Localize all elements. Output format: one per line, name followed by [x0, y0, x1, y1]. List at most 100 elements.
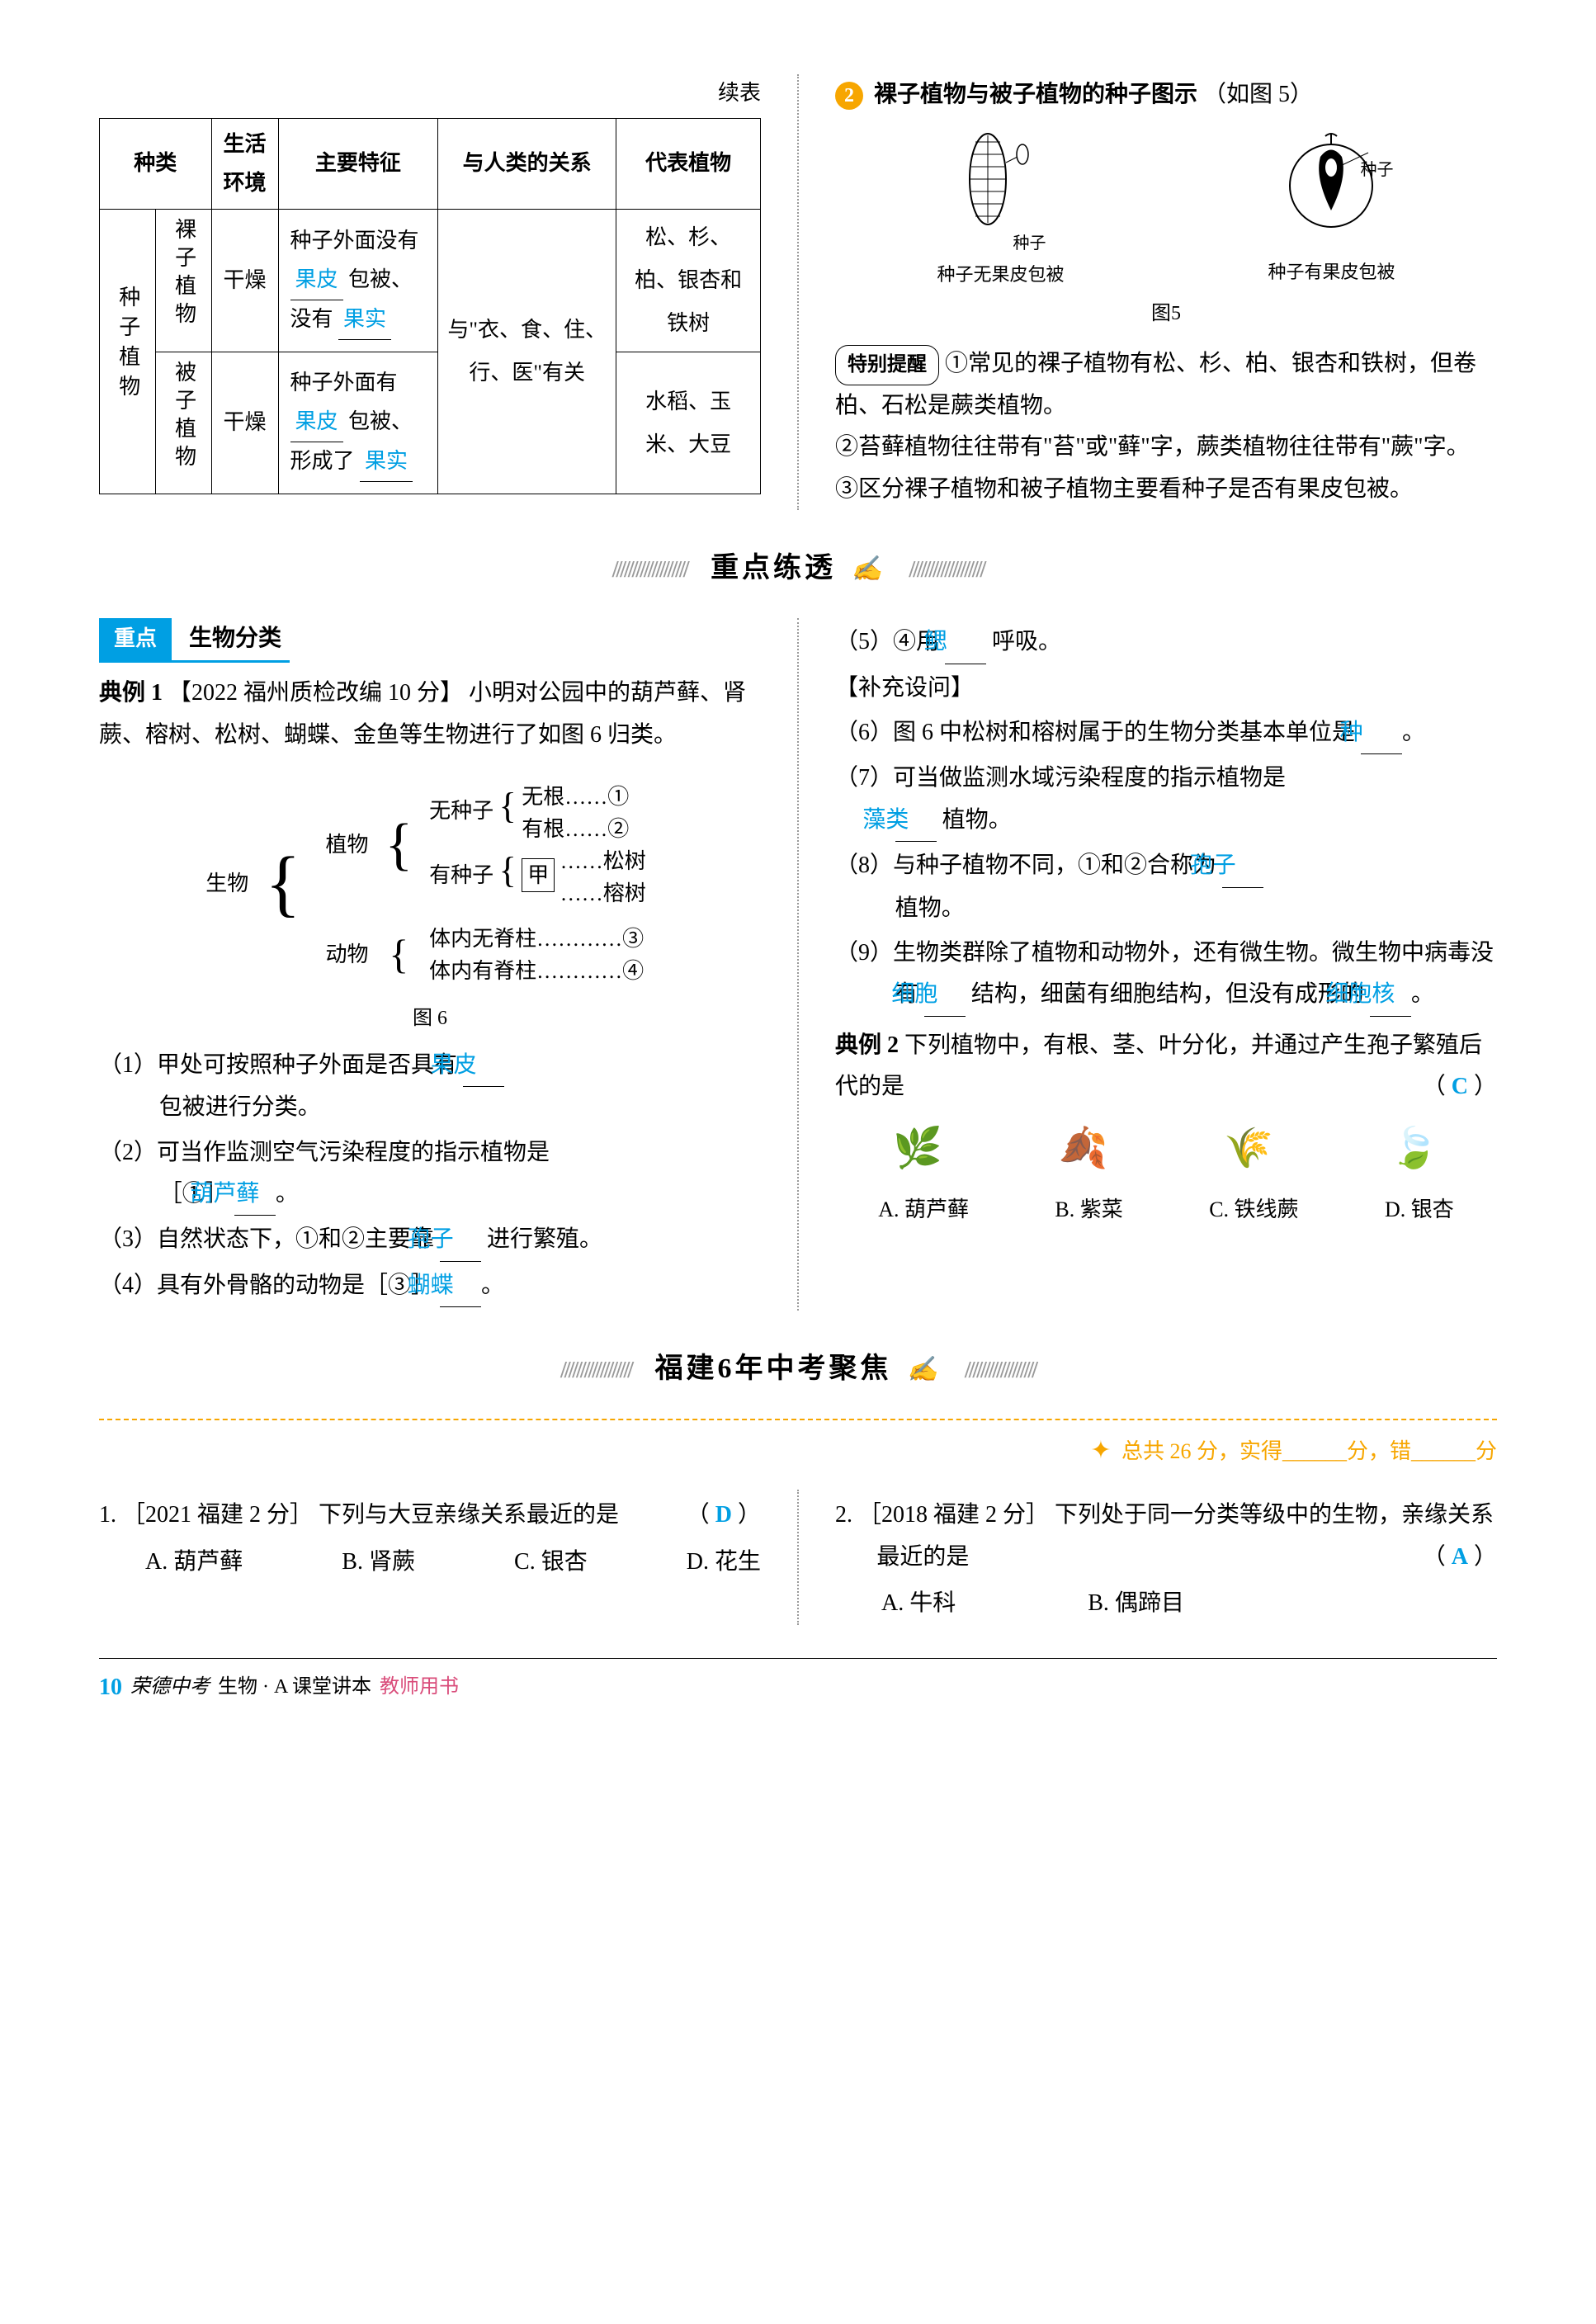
- badge-2: 2: [835, 82, 863, 110]
- th-rep: 代表植物: [616, 118, 761, 210]
- q9-ans1: 细胞: [924, 974, 966, 1016]
- q6: （6）图 6 中松树和榕树属于的生物分类基本单位是 种。: [835, 712, 1497, 754]
- img-c: 🌾: [1203, 1117, 1294, 1183]
- hatch-left2: //////////////////: [560, 1358, 631, 1383]
- th-rel: 与人类的关系: [438, 118, 616, 210]
- divider3: [797, 1490, 799, 1624]
- focus-left: 重点 生物分类 典例 1 【2022 福州质检改编 10 分】 小明对公园中的葫…: [99, 618, 761, 1311]
- q9-ans2: 细胞核: [1370, 974, 1411, 1016]
- page-number: 10: [99, 1667, 122, 1708]
- focus-section: 重点 生物分类 典例 1 【2022 福州质检改编 10 分】 小明对公园中的葫…: [99, 618, 1497, 1311]
- row1-ans1: 果皮: [290, 261, 343, 300]
- right-title-suffix: （如图 5）: [1203, 82, 1313, 107]
- top-section: 续表 种类 生活环境 主要特征 与人类的关系 代表植物 种子植物 裸子植物 干燥…: [99, 74, 1497, 510]
- img-d: 🍃: [1369, 1117, 1460, 1183]
- right-col: 2 裸子植物与被子植物的种子图示 （如图 5） 种: [835, 74, 1497, 510]
- q6-ans: 种: [1361, 712, 1402, 754]
- ex1-label: 典例 1: [99, 680, 163, 706]
- row1-type: 裸子植物: [155, 210, 211, 352]
- th-feat: 主要特征: [278, 118, 438, 210]
- q1-answer: D: [715, 1502, 732, 1528]
- continued-label: 续表: [99, 74, 761, 113]
- seed-left: 种子 种子无果皮包被: [937, 125, 1064, 290]
- row1-env: 干燥: [211, 210, 278, 352]
- q1: （1）甲处可按照种子外面是否具有 果皮 包被进行分类。: [99, 1045, 761, 1129]
- section1-title: 重点练透: [711, 553, 836, 583]
- q3-ans: 孢子: [440, 1219, 481, 1261]
- row2-env: 干燥: [211, 352, 278, 494]
- focus-label: 重点: [99, 618, 172, 660]
- row1-rep: 松、杉、柏、银杏和铁树: [616, 210, 761, 352]
- ex1-block: 典例 1 【2022 福州质检改编 10 分】 小明对公园中的葫芦藓、肾蕨、榕树…: [99, 673, 761, 756]
- q7-ans: 藻类: [895, 800, 937, 842]
- row2-rep: 水稻、玉米、大豆: [616, 352, 761, 494]
- hatch-left: ///////////////////: [612, 557, 687, 583]
- opt-a: A. 葫芦藓: [878, 1191, 969, 1230]
- exam-q2: 2. ［2018 福建 2 分］ 下列处于同一分类等级中的生物，亲缘关系最近的是…: [835, 1495, 1497, 1578]
- q8: （8）与种子植物不同，①和②合称为 孢子 植物。: [835, 845, 1497, 929]
- ex2-options: A. 葫芦藓 B. 紫菜 C. 铁线蕨 D. 银杏: [835, 1191, 1497, 1230]
- q3: （3）自然状态下，①和②主要靠 孢子 进行繁殖。: [99, 1219, 761, 1261]
- exam-q1: 1. ［2021 福建 2 分］ 下列与大豆亲缘关系最近的是 （ D ）: [99, 1495, 761, 1536]
- row1-feat: 种子外面没有 果皮 包被、 没有 果实: [278, 210, 438, 352]
- section2-title: 福建6年中考聚焦: [655, 1353, 892, 1384]
- q7: （7）可当做监测水域污染程度的指示植物是 藻类 植物。: [835, 758, 1497, 842]
- q5: （5）④用 鳃 呼吸。: [835, 621, 1497, 664]
- fig6-caption: 图 6: [165, 1004, 695, 1033]
- q2-opts: A. 牛科 B. 偶蹄目: [835, 1583, 1497, 1624]
- tip3: ③区分裸子植物和被子植物主要看种子是否有果皮包被。: [835, 469, 1497, 510]
- opt-b: B. 紫菜: [1055, 1191, 1122, 1230]
- relation-cell: 与"衣、食、住、行、医"有关: [438, 210, 616, 494]
- divider: [797, 74, 799, 510]
- foot-book: 荣德中考: [130, 1670, 210, 1705]
- ex2-answer: C: [1452, 1074, 1468, 1099]
- dashrule: [99, 1419, 1497, 1420]
- hatch-right2: //////////////////: [965, 1358, 1036, 1383]
- q2: （2）可当作监测空气污染程度的指示植物是 ［①］ 葫芦藓。: [99, 1132, 761, 1216]
- q5-ans: 鳃: [945, 621, 986, 664]
- hand-icon: ✍: [852, 555, 885, 583]
- page-footer: 10 荣德中考 生物 · A 课堂讲本 教师用书: [99, 1658, 1497, 1708]
- left-col: 续表 种类 生活环境 主要特征 与人类的关系 代表植物 种子植物 裸子植物 干燥…: [99, 74, 761, 510]
- row2-ans1: 果皮: [290, 403, 343, 442]
- ex2-block: 典例 2 下列植物中，有根、茎、叶分化，并通过产生孢子繁殖后代的是 （ C ）: [835, 1025, 1497, 1108]
- row2-ans2: 果实: [360, 442, 413, 482]
- tip-badge: 特别提醒: [835, 345, 939, 385]
- plant-table: 种类 生活环境 主要特征 与人类的关系 代表植物 种子植物 裸子植物 干燥 种子…: [99, 118, 761, 494]
- row2-feat: 种子外面有 果皮 包被、 形成了 果实: [278, 352, 438, 494]
- right-title-row: 2 裸子植物与被子植物的种子图示 （如图 5）: [835, 74, 1497, 116]
- img-b: 🍂: [1038, 1117, 1129, 1183]
- hatch-right: ///////////////////: [909, 557, 984, 583]
- plant-images: 🌿 🍂 🌾 🍃: [835, 1117, 1497, 1183]
- fig5-caption: 图5: [835, 296, 1497, 332]
- section2-banner: ////////////////// 福建6年中考聚焦 ✍ //////////…: [99, 1344, 1497, 1394]
- q2-ans: 葫芦藓: [234, 1174, 276, 1216]
- score-line: ✦ 总共 26 分，实得______分，错______分: [99, 1429, 1497, 1473]
- tips-block: 特别提醒 ①常见的裸子植物有松、杉、柏、银杏和铁树，但卷柏、石松是蕨类植物。: [835, 343, 1497, 427]
- q2-answer: A: [1452, 1544, 1468, 1570]
- focus-title: 生物分类: [189, 626, 281, 651]
- th-env: 生活环境: [211, 118, 278, 210]
- seed2-label: 种子有果皮包被: [1268, 256, 1395, 289]
- tip2: ②苔藓植物往往带有"苔"或"藓"字，蕨类植物往往带有"蕨"字。: [835, 427, 1497, 468]
- ex2-stem: 下列植物中，有根、茎、叶分化，并通过产生孢子繁殖后代的是: [835, 1032, 1482, 1099]
- exam-right: 2. ［2018 福建 2 分］ 下列处于同一分类等级中的生物，亲缘关系最近的是…: [835, 1490, 1497, 1624]
- q4-ans: 蝴蝶: [440, 1265, 481, 1307]
- row1-ans2: 果实: [338, 300, 391, 340]
- exam-left: 1. ［2021 福建 2 分］ 下列与大豆亲缘关系最近的是 （ D ） A. …: [99, 1490, 761, 1624]
- opt-d: D. 银杏: [1385, 1191, 1454, 1230]
- row2-type: 被子植物: [155, 352, 211, 494]
- focus-right: （5）④用 鳃 呼吸。 【补充设问】 （6）图 6 中松树和榕树属于的生物分类基…: [835, 618, 1497, 1311]
- right-title: 裸子植物与被子植物的种子图示: [874, 82, 1197, 107]
- group-vert: 种子植物: [100, 210, 156, 494]
- supp-label: 【补充设问】: [835, 668, 1497, 709]
- focus-header: 重点 生物分类: [99, 618, 290, 663]
- seed-diagram: 种子 种子无果皮包被 种子 种子有果皮包被: [835, 125, 1497, 290]
- img-a: 🌿: [872, 1117, 963, 1183]
- divider2: [797, 618, 799, 1311]
- exam-section: 1. ［2021 福建 2 分］ 下列与大豆亲缘关系最近的是 （ D ） A. …: [99, 1490, 1497, 1624]
- hand-icon2: ✍: [907, 1356, 941, 1383]
- star-icon: ✦: [1090, 1437, 1111, 1464]
- ex1-source: 【2022 福州质检改编 10 分】: [168, 680, 463, 706]
- foot-teacher: 教师用书: [380, 1670, 459, 1705]
